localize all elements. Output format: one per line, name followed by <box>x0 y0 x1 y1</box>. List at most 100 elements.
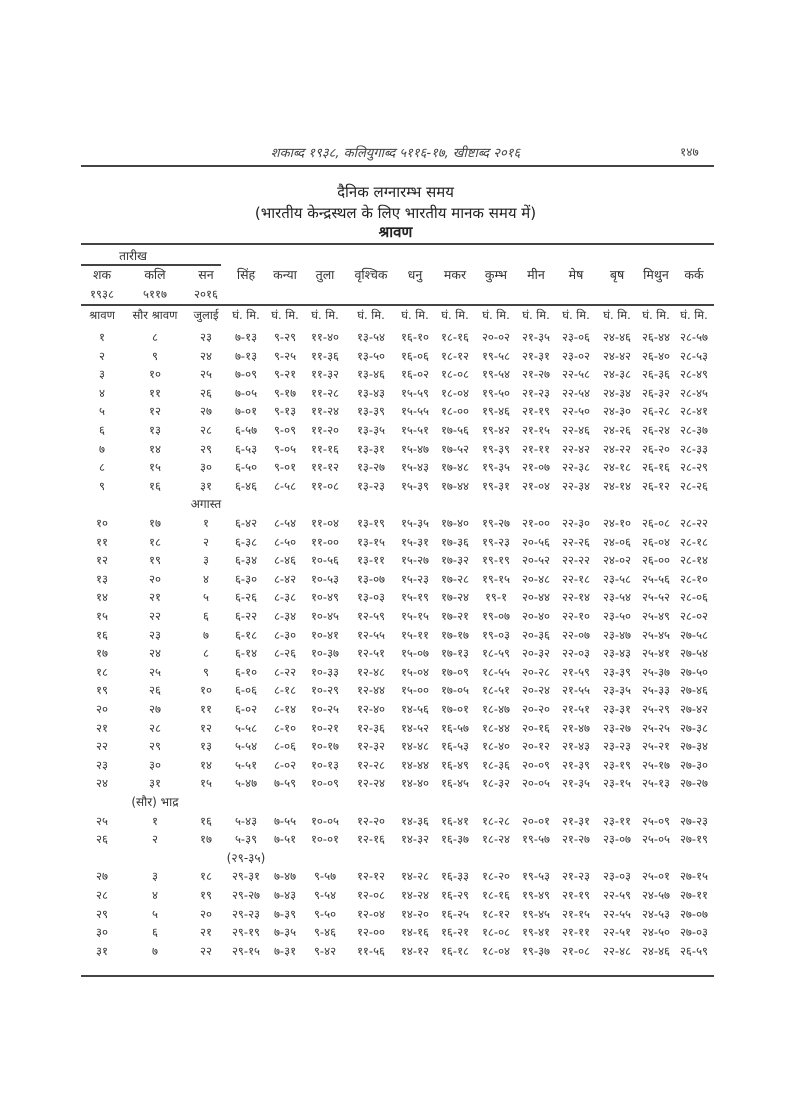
table-cell: २६-४४ <box>641 330 671 344</box>
table-cell: १८-०८ <box>440 367 470 382</box>
table-cell: १५-५१ <box>400 423 430 437</box>
table-bottom-rule <box>81 975 714 977</box>
table-cell: १० <box>200 683 212 698</box>
table-cell: १०-०९ <box>310 776 340 791</box>
table-cell: २२-२२ <box>561 553 591 568</box>
table-cell: १४-३२ <box>400 832 430 847</box>
table-cell: १२-२० <box>356 813 386 828</box>
table-cell: २५-०१ <box>641 869 671 884</box>
table-cell: १९-१ <box>484 590 508 605</box>
unit-header: घं. मि. <box>271 308 299 322</box>
table-cell: ६-४२ <box>234 516 258 530</box>
table-cell: १२-५९ <box>356 609 386 623</box>
table-cell: २७-५४ <box>679 646 709 661</box>
table-cell: ५-५४ <box>234 739 258 754</box>
table-cell: २७-०३ <box>679 925 709 940</box>
table-cell: २ <box>99 348 105 363</box>
table-cell: १०-१३ <box>310 757 340 772</box>
table-cell: १० <box>96 516 108 530</box>
table-cell: १९-५३ <box>521 869 551 884</box>
table-cell: १८-०४ <box>481 943 511 958</box>
table-cell: १६-४९ <box>440 757 470 772</box>
table-cell: ११-२८ <box>310 385 340 400</box>
unit-header: घं. मि. <box>357 308 385 322</box>
table-cell: २१-०४ <box>521 478 551 493</box>
table-cell: २१-२३ <box>561 869 591 884</box>
table-cell: १७-०९ <box>440 664 470 679</box>
table-cell: १९-०३ <box>481 627 511 642</box>
table-cell: २९-१५ <box>231 943 261 958</box>
table-cell: १५ <box>200 776 212 791</box>
table-cell: २२-१० <box>561 609 591 623</box>
table-cell: १३-०७ <box>356 571 386 586</box>
table-cell: ८-१४ <box>273 702 297 716</box>
table-cell: ९-२५ <box>273 348 297 363</box>
table-cell: १३ <box>96 571 108 586</box>
table-cell: १६-३७ <box>440 832 470 847</box>
column-header: मेष <box>568 267 584 282</box>
table-cell: २१-३१ <box>561 813 591 828</box>
table-cell: १८-३६ <box>481 757 511 772</box>
table-cell: १३-५४ <box>356 330 386 344</box>
unit-header: घं. मि. <box>232 308 260 322</box>
table-cell: २६-२० <box>641 441 671 456</box>
table-cell: २९-३१ <box>231 869 261 884</box>
table-cell: १३-४६ <box>356 367 386 382</box>
table-cell: ९-४२ <box>313 943 337 958</box>
table-cell: १४-२० <box>400 906 430 921</box>
table-cell: ९-०१ <box>273 460 297 475</box>
table-cell: १९-३१ <box>481 478 511 493</box>
table-cell: २४ <box>200 348 212 363</box>
table-cell: १९-२७ <box>481 516 511 530</box>
table-cell: २८-४५ <box>679 385 709 400</box>
table-cell: २२ <box>96 739 108 754</box>
table-cell: २८ <box>149 720 161 735</box>
table-cell: १७-५२ <box>440 441 470 456</box>
table-cell: ७-३९ <box>273 906 297 921</box>
table-cell: २५-०९ <box>641 813 671 828</box>
table-cell: २०-३२ <box>521 646 551 661</box>
section-label: अगास्त <box>190 497 222 512</box>
table-cell: १८-१६ <box>481 888 511 902</box>
table-subtitle: (भारतीय केन्द्रस्थल के लिए भारतीय मानक स… <box>254 204 537 222</box>
table-cell: २३-१९ <box>602 757 632 772</box>
table-cell: २८-१८ <box>679 534 709 549</box>
table-cell: २८-३७ <box>679 423 709 437</box>
table-cell: ६ <box>203 609 209 623</box>
table-cell: १५-२७ <box>400 553 430 568</box>
table-cell: २१-५९ <box>561 664 591 679</box>
table-cell: २५-२१ <box>641 739 671 754</box>
table-cell: ९-५७ <box>313 869 337 884</box>
year-cell: १९३८ <box>90 287 114 301</box>
table-cell: २६-०८ <box>641 516 671 530</box>
table-cell: २०-२४ <box>521 683 551 698</box>
column-header: बृष <box>609 267 625 282</box>
table-cell: १९-४५ <box>521 906 551 921</box>
table-cell: २०-४४ <box>521 590 551 605</box>
table-cell: २०-२८ <box>521 664 551 679</box>
table-cell: १९-३९ <box>481 441 511 456</box>
table-cell: १९ <box>96 683 108 698</box>
table-cell: २१-२७ <box>561 832 591 847</box>
table-cell: २१-३१ <box>521 348 551 363</box>
table-cell: ३० <box>96 925 108 940</box>
table-cell: १७-२८ <box>440 571 470 586</box>
table-cell: २८-०२ <box>679 609 709 623</box>
table-cell: ३१ <box>149 776 161 791</box>
table-cell: १२-२४ <box>356 776 386 791</box>
table-cell: २३-५४ <box>602 590 632 605</box>
table-cell: १२-०० <box>356 925 386 940</box>
table-cell: १७ <box>200 832 212 847</box>
table-cell: ६-१८ <box>234 627 258 642</box>
table-cell: २८-२२ <box>679 516 709 530</box>
table-cell: १६-५७ <box>440 720 470 735</box>
table-cell: २३-०३ <box>602 869 632 884</box>
table-cell: १३-५० <box>356 348 386 363</box>
table-cell: १०-५३ <box>310 571 340 586</box>
table-cell: १४ <box>200 757 212 772</box>
column-header: सन <box>198 267 214 282</box>
table-cell: १३-४३ <box>356 385 386 400</box>
table-cell: १८-२० <box>481 869 511 884</box>
table-cell: १५ <box>149 460 161 475</box>
table-cell: २९ <box>200 441 212 456</box>
